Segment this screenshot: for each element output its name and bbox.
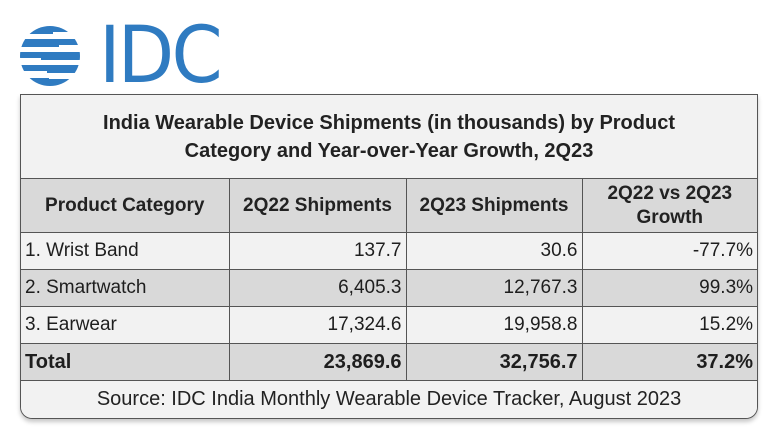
total-growth: 37.2% [581, 343, 757, 381]
header-growth-line2: Growth [636, 206, 704, 228]
row-growth: 15.2% [581, 306, 757, 344]
total-row: Total 23,869.6 32,756.7 37.2% [21, 343, 757, 381]
row-growth: -77.7% [581, 232, 757, 270]
header-growth: 2Q22 vs 2Q23 Growth [581, 178, 757, 233]
header-product-category: Product Category [21, 178, 230, 233]
logo-text: IDC [99, 11, 223, 101]
total-label: Total [21, 343, 230, 381]
table-title-line2: Category and Year-over-Year Growth, 2Q23 [184, 139, 594, 162]
total-2q23: 32,756.7 [405, 343, 583, 381]
total-2q22: 23,869.6 [228, 343, 407, 381]
table-header-row: Product Category 2Q22 Shipments 2Q23 Shi… [21, 178, 757, 233]
table-title-line1: India Wearable Device Shipments (in thou… [103, 111, 675, 134]
row-category: 3. Earwear [21, 306, 230, 344]
table-row: 1. Wrist Band 137.7 30.6 -77.7% [21, 232, 757, 270]
row-2q22: 137.7 [228, 232, 407, 270]
header-growth-line1: 2Q22 vs 2Q23 [607, 182, 733, 204]
row-2q22: 17,324.6 [228, 306, 407, 344]
table-title: India Wearable Device Shipments (in thou… [21, 95, 757, 179]
header-2q23-shipments: 2Q23 Shipments [405, 178, 583, 233]
table-row: 2. Smartwatch 6,405.3 12,767.3 99.3% [21, 269, 757, 307]
row-2q23: 19,958.8 [405, 306, 583, 344]
row-2q22: 6,405.3 [228, 269, 407, 307]
row-2q23: 12,767.3 [405, 269, 583, 307]
globe-stripes-icon [19, 26, 81, 86]
source-note: Source: IDC India Monthly Wearable Devic… [21, 380, 757, 418]
header-2q22-shipments: 2Q22 Shipments [228, 178, 407, 233]
row-category: 2. Smartwatch [21, 269, 230, 307]
row-category: 1. Wrist Band [21, 232, 230, 270]
table-row: 3. Earwear 17,324.6 19,958.8 15.2% [21, 306, 757, 344]
idc-logo: IDC [19, 17, 223, 95]
shipments-table: India Wearable Device Shipments (in thou… [20, 94, 758, 419]
row-growth: 99.3% [581, 269, 757, 307]
row-2q23: 30.6 [405, 232, 583, 270]
